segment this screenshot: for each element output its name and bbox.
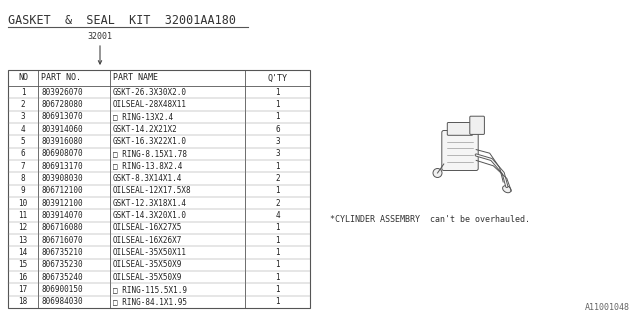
Text: GSKT-12.3X18X1.4: GSKT-12.3X18X1.4 <box>113 199 187 208</box>
Text: 2: 2 <box>20 100 26 109</box>
Text: 806735240: 806735240 <box>41 273 83 282</box>
Text: 1: 1 <box>275 162 280 171</box>
Text: 13: 13 <box>19 236 28 245</box>
Text: Q'TY: Q'TY <box>268 74 287 83</box>
Bar <box>8 70 310 308</box>
Text: 1: 1 <box>275 248 280 257</box>
Text: GSKT-14.3X20X1.0: GSKT-14.3X20X1.0 <box>113 211 187 220</box>
Text: 9: 9 <box>20 186 26 195</box>
FancyBboxPatch shape <box>447 123 473 135</box>
Text: 806900150: 806900150 <box>41 285 83 294</box>
Text: PART NAME: PART NAME <box>113 74 158 83</box>
FancyBboxPatch shape <box>442 131 478 171</box>
Text: *CYLINDER ASSEMBRY  can't be overhauled.: *CYLINDER ASSEMBRY can't be overhauled. <box>330 215 530 225</box>
Text: NO: NO <box>18 74 28 83</box>
Text: OILSEAL-35X50X9: OILSEAL-35X50X9 <box>113 260 182 269</box>
Text: PART NO.: PART NO. <box>41 74 81 83</box>
Text: 1: 1 <box>275 88 280 97</box>
Text: 3: 3 <box>275 149 280 158</box>
Text: 806908070: 806908070 <box>41 149 83 158</box>
Text: 806728080: 806728080 <box>41 100 83 109</box>
Text: 17: 17 <box>19 285 28 294</box>
Text: 6: 6 <box>20 149 26 158</box>
Text: 1: 1 <box>20 88 26 97</box>
Text: □ RING-13.8X2.4: □ RING-13.8X2.4 <box>113 162 182 171</box>
Text: 806716080: 806716080 <box>41 223 83 232</box>
Text: 12: 12 <box>19 223 28 232</box>
Text: 6: 6 <box>275 125 280 134</box>
Text: □ RING-84.1X1.95: □ RING-84.1X1.95 <box>113 297 187 306</box>
Text: 4: 4 <box>275 211 280 220</box>
Text: GSKT-14.2X21X2: GSKT-14.2X21X2 <box>113 125 178 134</box>
Text: 1: 1 <box>275 186 280 195</box>
Text: 1: 1 <box>275 223 280 232</box>
Text: 3: 3 <box>20 112 26 121</box>
Text: 1: 1 <box>275 273 280 282</box>
Text: GSKT-16.3X22X1.0: GSKT-16.3X22X1.0 <box>113 137 187 146</box>
Text: OILSEAL-12X17.5X8: OILSEAL-12X17.5X8 <box>113 186 191 195</box>
Text: 16: 16 <box>19 273 28 282</box>
Text: 1: 1 <box>275 236 280 245</box>
Text: OILSEAL-16X27X5: OILSEAL-16X27X5 <box>113 223 182 232</box>
Text: 806913170: 806913170 <box>41 162 83 171</box>
Text: 11: 11 <box>19 211 28 220</box>
Text: OILSEAL-35X50X9: OILSEAL-35X50X9 <box>113 273 182 282</box>
Text: 1: 1 <box>275 297 280 306</box>
Text: GASKET  &  SEAL  KIT  32001AA180: GASKET & SEAL KIT 32001AA180 <box>8 14 236 27</box>
Circle shape <box>433 169 442 178</box>
Text: 806712100: 806712100 <box>41 186 83 195</box>
Text: GSKT-8.3X14X1.4: GSKT-8.3X14X1.4 <box>113 174 182 183</box>
Text: 803914070: 803914070 <box>41 211 83 220</box>
FancyBboxPatch shape <box>470 116 484 134</box>
Text: 806735230: 806735230 <box>41 260 83 269</box>
Text: 1: 1 <box>275 260 280 269</box>
Text: □ RING-13X2.4: □ RING-13X2.4 <box>113 112 173 121</box>
Text: OILSEAL-28X48X11: OILSEAL-28X48X11 <box>113 100 187 109</box>
Text: 18: 18 <box>19 297 28 306</box>
Ellipse shape <box>502 186 511 193</box>
Text: 2: 2 <box>275 199 280 208</box>
Text: 803908030: 803908030 <box>41 174 83 183</box>
Text: OILSEAL-16X26X7: OILSEAL-16X26X7 <box>113 236 182 245</box>
Text: □ RING-8.15X1.78: □ RING-8.15X1.78 <box>113 149 187 158</box>
Text: 803914060: 803914060 <box>41 125 83 134</box>
Text: 4: 4 <box>20 125 26 134</box>
Text: 7: 7 <box>20 162 26 171</box>
Text: 32001: 32001 <box>88 32 113 41</box>
Text: GSKT-26.3X30X2.0: GSKT-26.3X30X2.0 <box>113 88 187 97</box>
Text: 1: 1 <box>275 100 280 109</box>
Text: 806913070: 806913070 <box>41 112 83 121</box>
Text: 3: 3 <box>275 137 280 146</box>
Text: 803926070: 803926070 <box>41 88 83 97</box>
Text: □ RING-115.5X1.9: □ RING-115.5X1.9 <box>113 285 187 294</box>
Text: 803916080: 803916080 <box>41 137 83 146</box>
Text: 2: 2 <box>275 174 280 183</box>
Text: A11001048: A11001048 <box>585 303 630 312</box>
Text: 1: 1 <box>275 112 280 121</box>
Text: 1: 1 <box>275 285 280 294</box>
Text: 803912100: 803912100 <box>41 199 83 208</box>
Text: 806735210: 806735210 <box>41 248 83 257</box>
Text: 5: 5 <box>20 137 26 146</box>
Text: 806984030: 806984030 <box>41 297 83 306</box>
Text: 10: 10 <box>19 199 28 208</box>
Text: 14: 14 <box>19 248 28 257</box>
Text: 806716070: 806716070 <box>41 236 83 245</box>
Text: 8: 8 <box>20 174 26 183</box>
Text: OILSEAL-35X50X11: OILSEAL-35X50X11 <box>113 248 187 257</box>
Text: 15: 15 <box>19 260 28 269</box>
